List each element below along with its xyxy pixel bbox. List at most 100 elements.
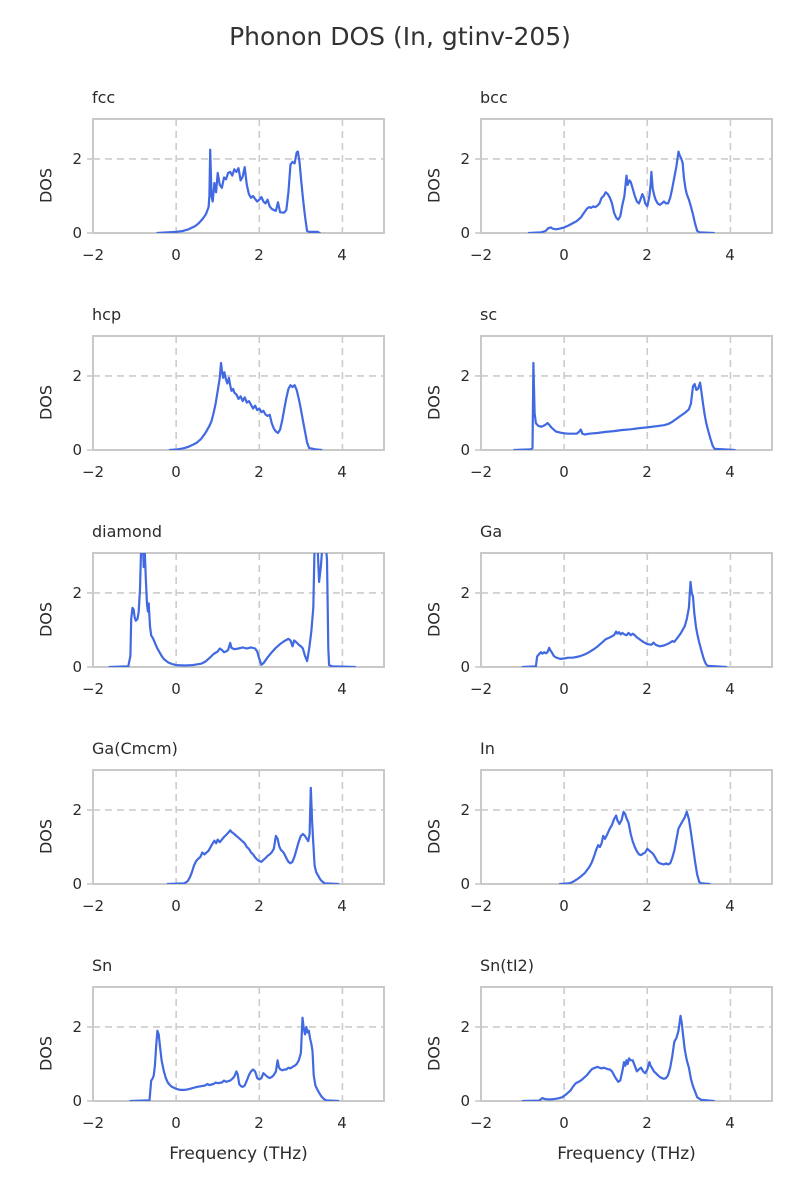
y-axis-label: DOS bbox=[36, 167, 56, 204]
x-tick-label: 0 bbox=[171, 680, 181, 698]
axes-spine bbox=[92, 118, 385, 234]
x-tick-label: 2 bbox=[642, 463, 652, 481]
plot-area-fcc bbox=[87, 118, 385, 234]
y-tick-label: 2 bbox=[72, 150, 82, 168]
subplot-title: In bbox=[480, 739, 495, 758]
y-tick-label: 0 bbox=[72, 1092, 82, 1110]
x-tick-label: 4 bbox=[725, 680, 735, 698]
x-tick-label: 4 bbox=[337, 1114, 347, 1132]
dos-curve-In bbox=[558, 810, 711, 884]
y-tick-label: 0 bbox=[72, 441, 82, 459]
x-tick-label: 2 bbox=[254, 680, 264, 698]
x-tick-label: 4 bbox=[725, 897, 735, 915]
x-tick-label: 4 bbox=[337, 246, 347, 264]
plot-area-bcc bbox=[475, 118, 773, 234]
x-tick-label: −2 bbox=[469, 897, 493, 915]
x-tick-label: 0 bbox=[171, 897, 181, 915]
y-tick-label: 0 bbox=[72, 875, 82, 893]
x-tick-label: 2 bbox=[642, 1114, 652, 1132]
subplot-title: bcc bbox=[480, 88, 508, 107]
subplot-title: Ga bbox=[480, 522, 503, 541]
x-tick-label: −2 bbox=[81, 463, 105, 481]
x-tick-label: −2 bbox=[81, 246, 105, 264]
x-tick-label: 0 bbox=[559, 680, 569, 698]
y-tick-label: 2 bbox=[72, 1018, 82, 1036]
y-axis-label: DOS bbox=[424, 167, 444, 204]
x-tick-label: 0 bbox=[171, 246, 181, 264]
subplot-In: In DOS 2 0 −2 0 2 4 bbox=[408, 739, 780, 954]
x-tick-label: −2 bbox=[81, 1114, 105, 1132]
x-tick-label: 4 bbox=[725, 1114, 735, 1132]
x-tick-label: −2 bbox=[469, 463, 493, 481]
x-tick-label: 4 bbox=[337, 680, 347, 698]
subplot-title: diamond bbox=[92, 522, 163, 541]
x-tick-label: −2 bbox=[469, 246, 493, 264]
subplot-title: hcp bbox=[92, 305, 122, 324]
x-tick-label: 0 bbox=[171, 1114, 181, 1132]
x-tick-label: 4 bbox=[337, 897, 347, 915]
dos-curve-diamond bbox=[108, 553, 356, 667]
axes-spine bbox=[92, 335, 385, 451]
subplot-diamond: diamond DOS 2 0 −2 0 2 4 bbox=[20, 522, 392, 737]
y-tick-label: 0 bbox=[460, 441, 470, 459]
y-tick-label: 0 bbox=[72, 658, 82, 676]
plot-area-Ga bbox=[475, 552, 773, 668]
subplot-Sn: Sn DOS 2 0 −2 0 2 4 Frequency (THz) bbox=[20, 956, 392, 1171]
subplot-Ga-Cmcm: Ga(Cmcm) DOS 2 0 −2 0 2 4 bbox=[20, 739, 392, 954]
axes-spine bbox=[480, 118, 773, 234]
x-tick-label: 2 bbox=[642, 680, 652, 698]
x-tick-label: −2 bbox=[81, 680, 105, 698]
x-tick-label: 2 bbox=[642, 246, 652, 264]
subplot-Sn-tI2: Sn(tI2) DOS 2 0 −2 0 2 4 Frequency (THz) bbox=[408, 956, 780, 1171]
x-tick-label: 2 bbox=[642, 897, 652, 915]
axes-spine bbox=[480, 552, 773, 668]
dos-curve-Ga-Cmcm bbox=[166, 786, 340, 884]
y-tick-label: 0 bbox=[460, 224, 470, 242]
y-axis-label: DOS bbox=[424, 384, 444, 421]
dos-curve-Sn-tI2 bbox=[521, 1014, 715, 1101]
dos-curve-bcc bbox=[527, 150, 715, 233]
plot-area-Sn-tI2 bbox=[475, 986, 773, 1102]
y-axis-label: DOS bbox=[36, 384, 56, 421]
x-tick-label: 4 bbox=[725, 463, 735, 481]
subplot-Ga: Ga DOS 2 0 −2 0 2 4 bbox=[408, 522, 780, 737]
x-tick-label: −2 bbox=[81, 897, 105, 915]
y-axis-label: DOS bbox=[36, 601, 56, 638]
figure-title: Phonon DOS (In, gtinv-205) bbox=[229, 22, 571, 51]
plot-area-Sn bbox=[87, 986, 385, 1102]
subplot-title: sc bbox=[480, 305, 498, 324]
plot-area-In bbox=[475, 769, 773, 885]
x-tick-label: 4 bbox=[725, 246, 735, 264]
dos-curve-sc bbox=[513, 361, 736, 450]
dos-curve-hcp bbox=[168, 361, 323, 450]
y-axis-label: DOS bbox=[424, 818, 444, 855]
subplot-sc: sc DOS 2 0 −2 0 2 4 bbox=[408, 305, 780, 520]
axes-spine bbox=[480, 769, 773, 885]
y-tick-label: 2 bbox=[72, 584, 82, 602]
y-tick-label: 0 bbox=[460, 658, 470, 676]
dos-curve-Ga bbox=[521, 580, 728, 667]
y-tick-label: 2 bbox=[460, 1018, 470, 1036]
x-tick-label: −2 bbox=[469, 1114, 493, 1132]
subplot-title: Sn(tI2) bbox=[480, 956, 534, 975]
plot-area-Ga-Cmcm bbox=[87, 769, 385, 885]
x-tick-label: −2 bbox=[469, 680, 493, 698]
axes-spine bbox=[480, 986, 773, 1102]
x-tick-label: 0 bbox=[559, 463, 569, 481]
axes-spine bbox=[480, 335, 773, 451]
y-tick-label: 2 bbox=[72, 801, 82, 819]
x-tick-label: 2 bbox=[254, 246, 264, 264]
plot-area-hcp bbox=[87, 335, 385, 451]
dos-curve-Sn bbox=[129, 1016, 340, 1101]
y-tick-label: 2 bbox=[460, 801, 470, 819]
y-axis-label: DOS bbox=[36, 818, 56, 855]
plot-area-diamond bbox=[87, 552, 385, 668]
y-axis-label: DOS bbox=[424, 601, 444, 638]
y-tick-label: 2 bbox=[72, 367, 82, 385]
x-tick-label: 2 bbox=[254, 1114, 264, 1132]
y-tick-label: 2 bbox=[460, 584, 470, 602]
y-tick-label: 0 bbox=[460, 1092, 470, 1110]
x-axis-label: Frequency (THz) bbox=[557, 1144, 696, 1164]
x-tick-label: 2 bbox=[254, 463, 264, 481]
